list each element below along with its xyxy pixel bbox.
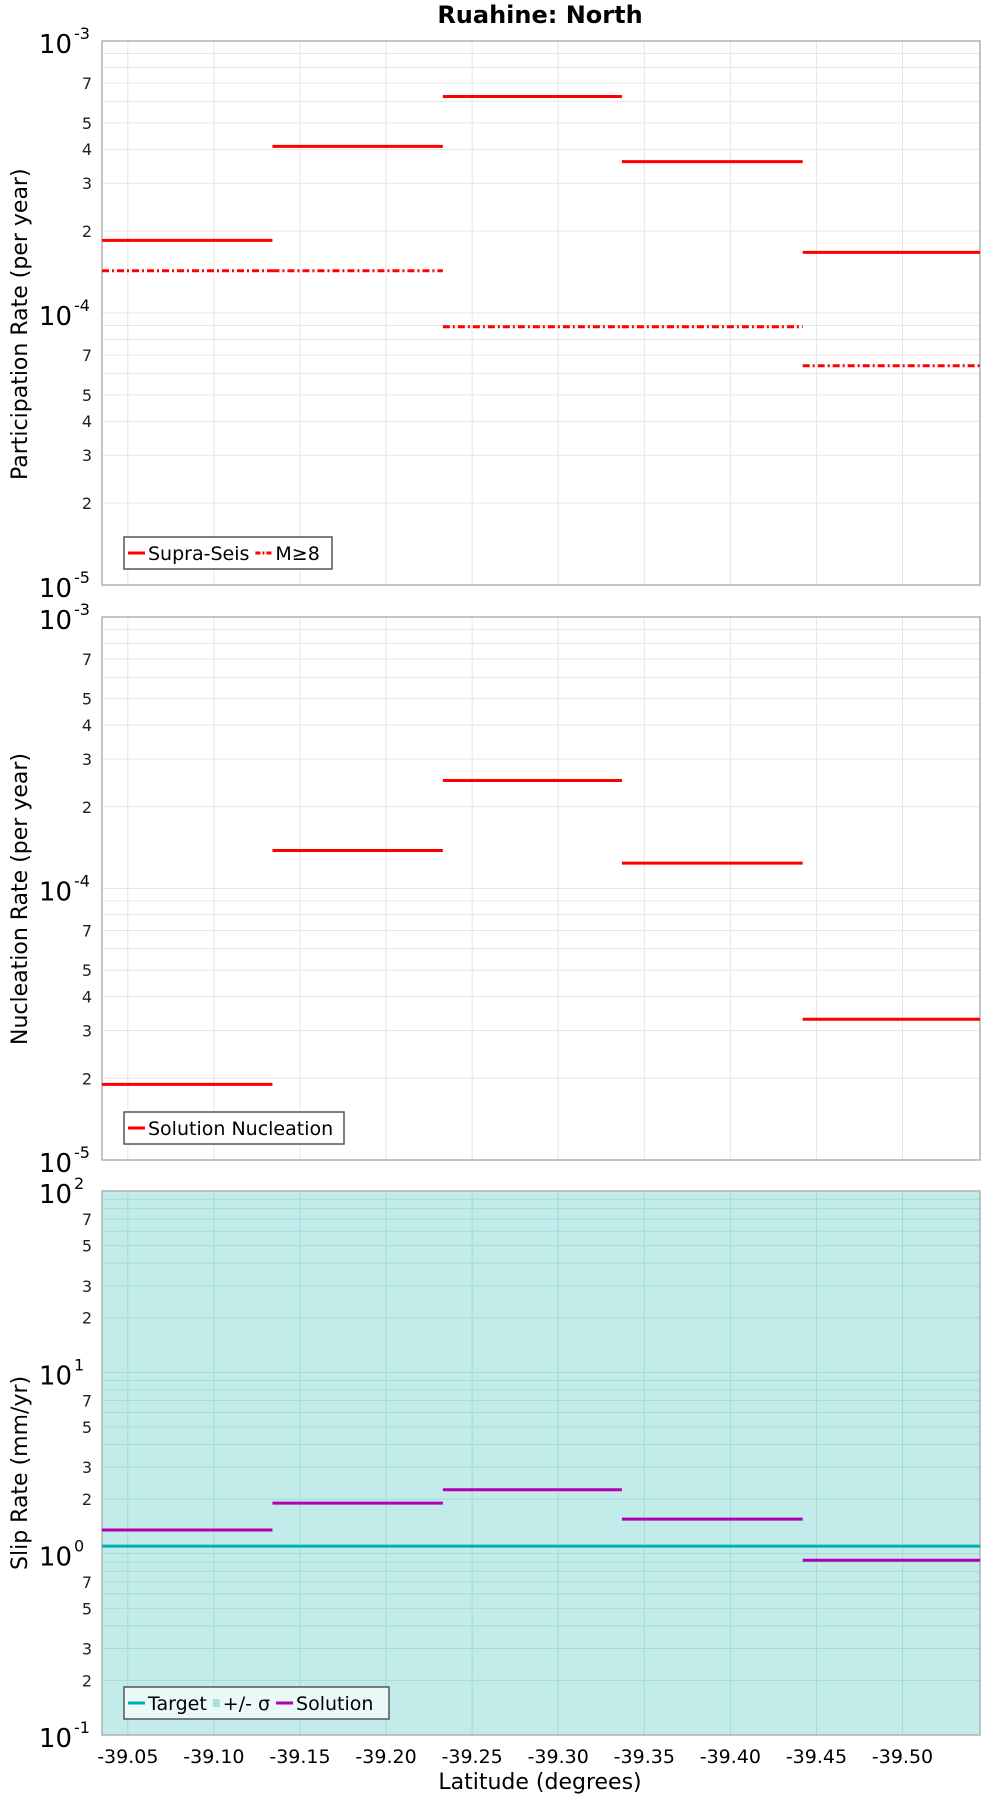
y-tick-label: 5	[82, 386, 92, 405]
x-tick-label: -39.15	[269, 1746, 330, 1768]
y-decade-label: 10	[39, 1543, 72, 1573]
legend-label: M≥8	[275, 543, 319, 565]
y-tick-label: 7	[82, 1573, 92, 1592]
y-decade-exponent: 0	[74, 1537, 84, 1556]
plot-frame	[101, 616, 981, 1161]
y-tick-label: 7	[82, 922, 92, 941]
x-tick-label: -39.20	[355, 1746, 416, 1768]
x-tick-label: -39.25	[442, 1746, 503, 1768]
y-decade-label: 10	[39, 574, 72, 604]
y-tick-label: 4	[82, 988, 92, 1007]
y-decade-exponent: -5	[74, 568, 90, 587]
x-tick-label: -39.05	[97, 1746, 158, 1768]
legend-swatch-sigma	[212, 1699, 220, 1707]
y-tick-label: 2	[82, 798, 92, 817]
x-tick-label: -39.40	[700, 1746, 761, 1768]
legend: Supra-Seis M≥8	[123, 536, 333, 570]
y-tick-label: 2	[82, 222, 92, 241]
y-tick-label: 3	[82, 750, 92, 769]
x-tick-label: -39.45	[786, 1746, 847, 1768]
y-decade-exponent: -4	[74, 872, 90, 891]
y-tick-label: 3	[82, 1639, 92, 1658]
y-decade-label: 10	[39, 1361, 72, 1391]
y-decade-exponent: -1	[74, 1718, 90, 1737]
y-decade-exponent: 1	[74, 1355, 84, 1374]
y-tick-label: 2	[82, 1309, 92, 1328]
y-decade-label: 10	[39, 1149, 72, 1179]
y-tick-label: 7	[82, 1391, 92, 1410]
legend-box	[123, 1686, 390, 1720]
legend-label: Supra-Seis	[148, 543, 249, 565]
y-tick-label: 5	[82, 1418, 92, 1437]
y-decade-label: 10	[39, 606, 72, 636]
y-tick-label: 2	[82, 1671, 92, 1690]
legend-label: Target	[147, 1693, 207, 1715]
y-tick-label: 2	[82, 1069, 92, 1088]
x-tick-label: -39.35	[614, 1746, 675, 1768]
y-tick-label: 3	[82, 1458, 92, 1477]
legend-box	[123, 536, 333, 570]
legend-label: Solution	[296, 1693, 373, 1715]
plot-frame	[101, 1190, 981, 1736]
y-decade-exponent: -3	[74, 600, 90, 619]
x-tick-label: -39.50	[872, 1746, 933, 1768]
y-tick-label: 4	[82, 412, 92, 431]
y-decade-label: 10	[39, 302, 72, 332]
y-decade-exponent: 2	[74, 1174, 84, 1193]
y-tick-label: 5	[82, 114, 92, 133]
chart-title: Ruahine: North	[437, 1, 643, 29]
plot-area	[102, 1191, 980, 1735]
plot-frame	[101, 40, 981, 586]
y-tick-label: 7	[82, 650, 92, 669]
legend-label: +/- σ	[223, 1693, 270, 1715]
y-tick-label: 7	[82, 74, 92, 93]
legend: Target +/- σ Solution	[123, 1686, 390, 1720]
y-decade-label: 10	[39, 30, 72, 60]
legend-box	[123, 1111, 345, 1145]
y-tick-label: 2	[82, 494, 92, 513]
y-decade-exponent: -3	[74, 24, 90, 43]
y-tick-label: 7	[82, 346, 92, 365]
y-tick-label: 5	[82, 961, 92, 980]
x-axis-label: Latitude (degrees)	[438, 1770, 642, 1795]
y-decade-label: 10	[39, 878, 72, 908]
x-tick-label: -39.10	[183, 1746, 244, 1768]
y-decade-exponent: -5	[74, 1143, 90, 1162]
legend: Solution Nucleation	[123, 1111, 345, 1145]
y-tick-label: 5	[82, 1237, 92, 1256]
y-tick-label: 7	[82, 1210, 92, 1229]
y-tick-label: 5	[82, 690, 92, 709]
y-tick-label: 3	[82, 174, 92, 193]
y-decade-label: 10	[39, 1724, 72, 1754]
y-tick-label: 2	[82, 1490, 92, 1509]
y-tick-label: 4	[82, 716, 92, 735]
y-decade-label: 10	[39, 1180, 72, 1210]
y-tick-label: 3	[82, 446, 92, 465]
y-decade-exponent: -4	[74, 296, 90, 315]
x-tick-label: -39.30	[528, 1746, 589, 1768]
legend-label: Solution Nucleation	[148, 1118, 333, 1140]
y-tick-label: 5	[82, 1599, 92, 1618]
y-tick-label: 4	[82, 140, 92, 159]
y-tick-label: 3	[82, 1021, 92, 1040]
y-tick-label: 3	[82, 1277, 92, 1296]
